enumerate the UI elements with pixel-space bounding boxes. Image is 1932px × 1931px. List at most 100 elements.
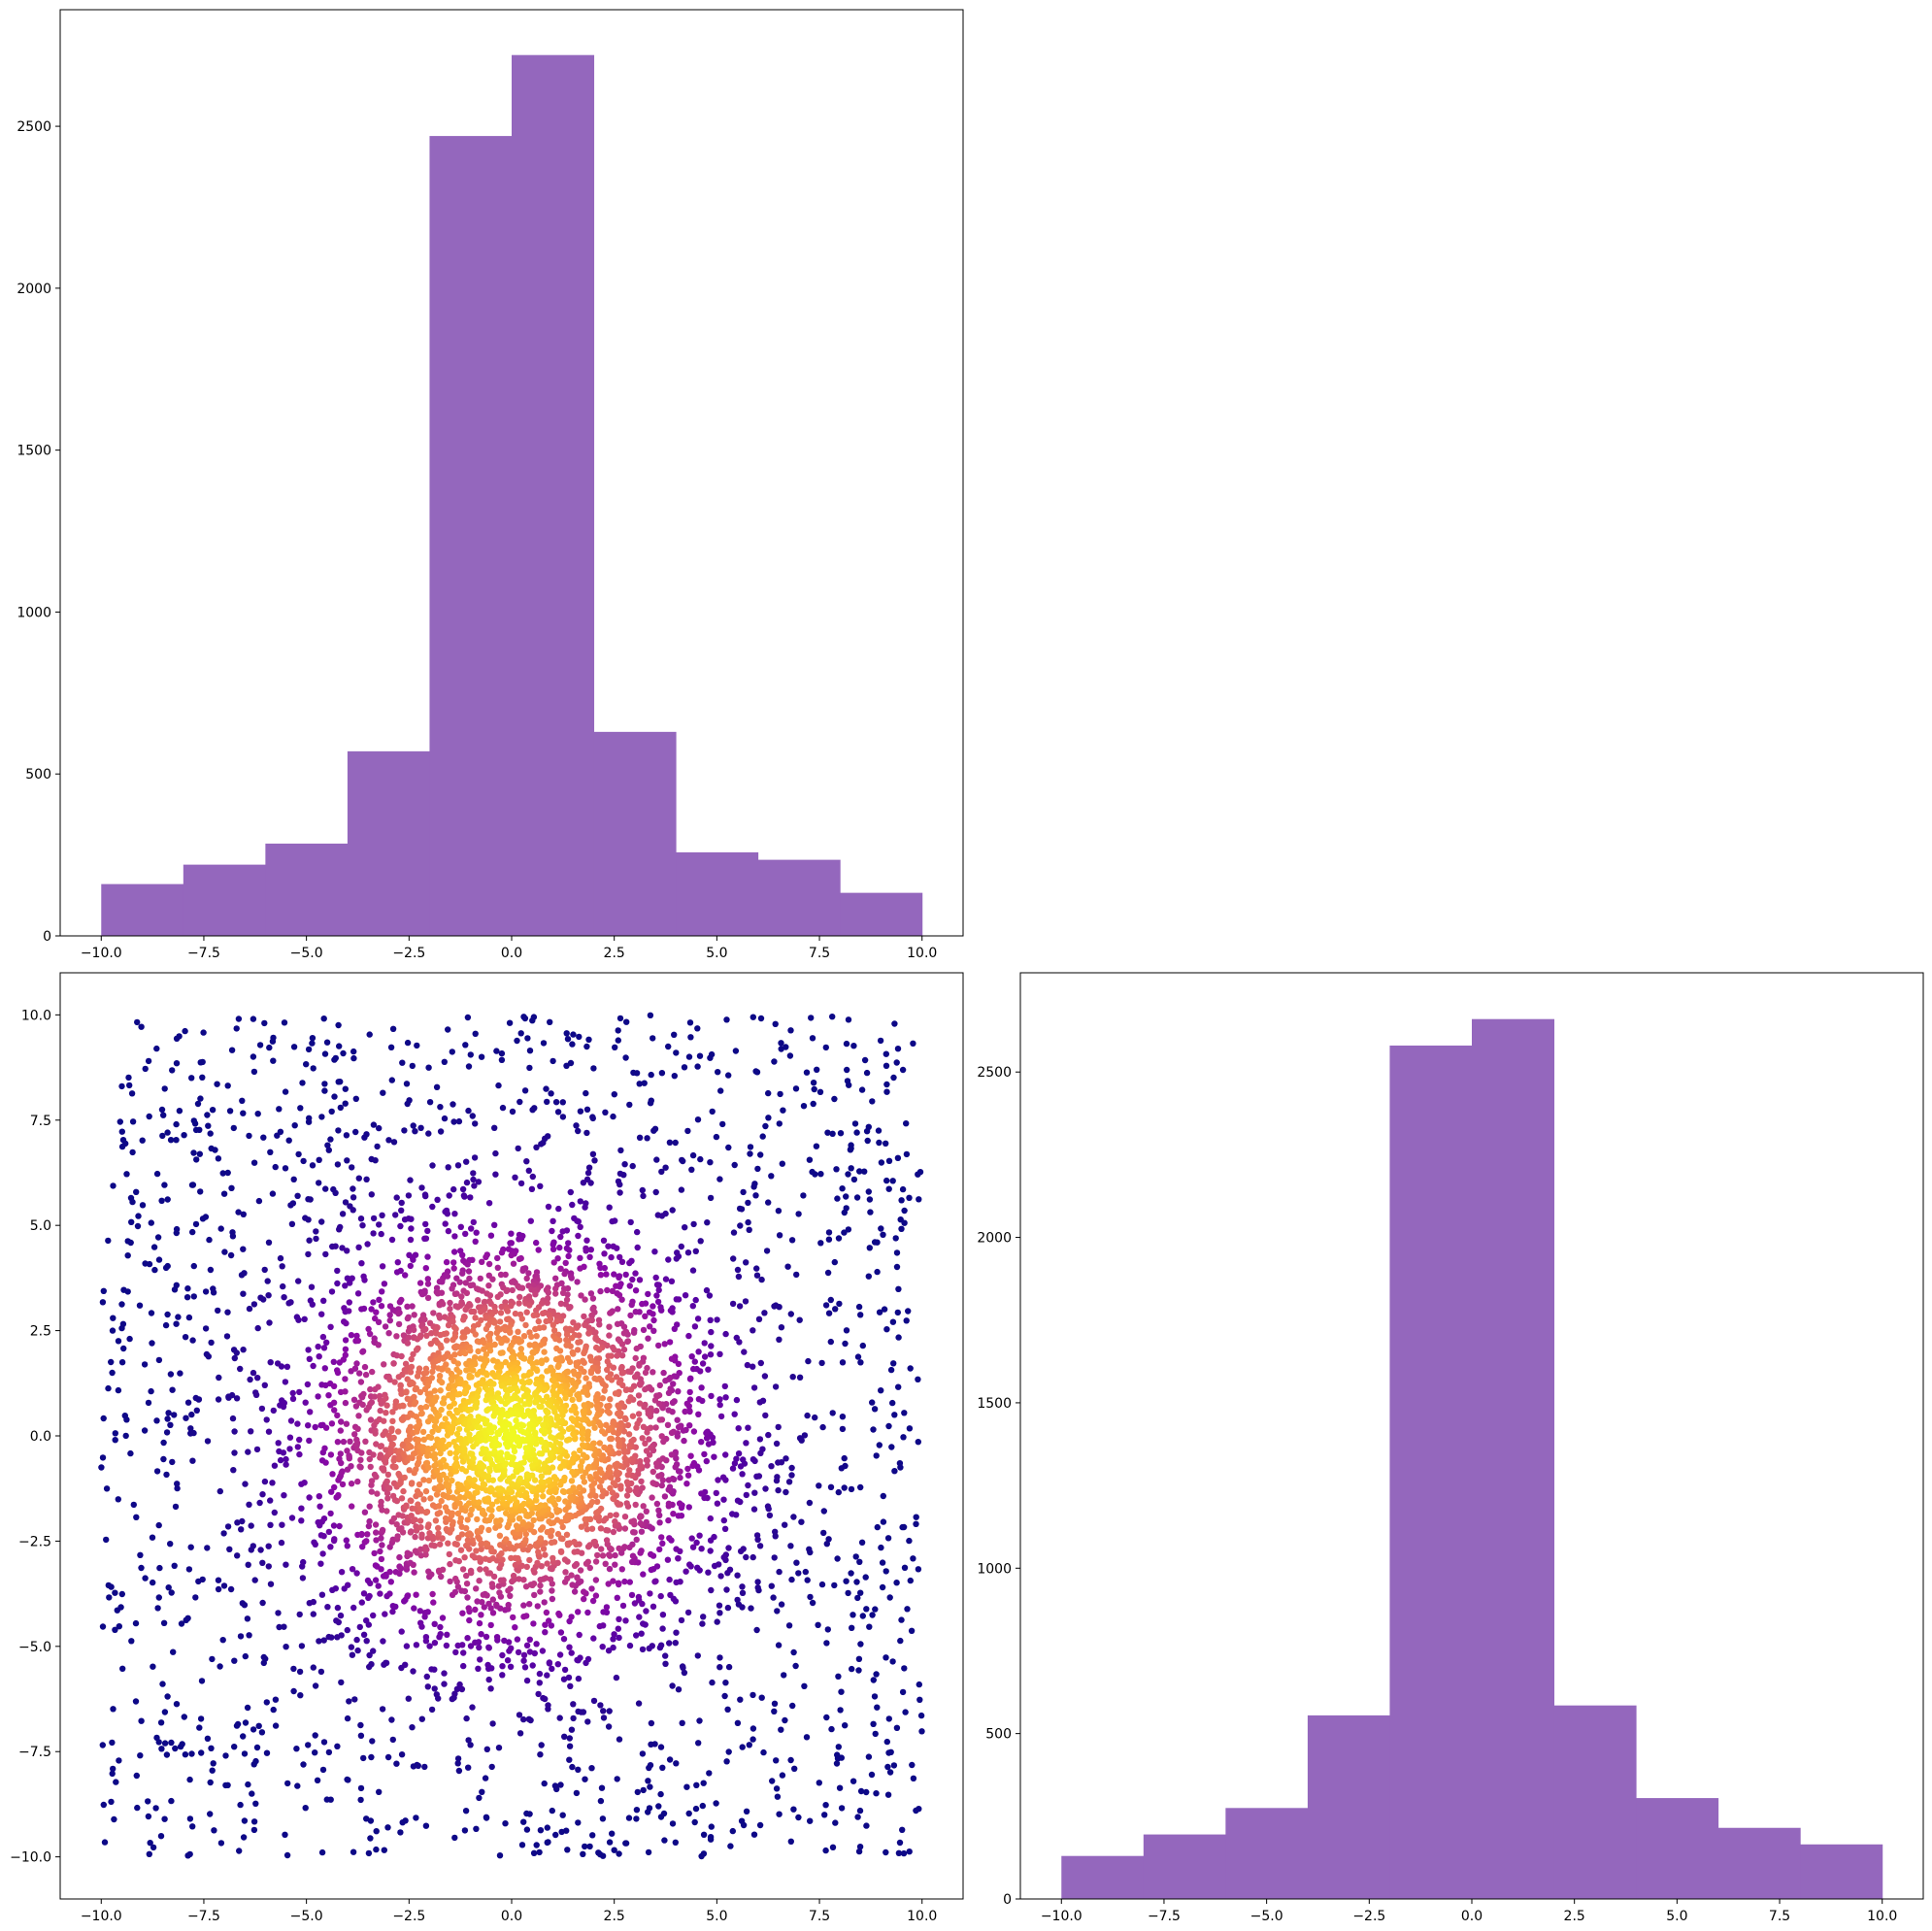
scatter-point [790, 1806, 797, 1813]
scatter-point [409, 1480, 416, 1486]
scatter-point [473, 1585, 480, 1592]
scatter-point [540, 1493, 547, 1500]
scatter-point [126, 1335, 133, 1343]
scatter-point [176, 1108, 183, 1115]
scatter-point [597, 1287, 604, 1295]
scatter-point [335, 1491, 342, 1499]
scatter-point [807, 1817, 814, 1824]
scatter-point [633, 1345, 640, 1352]
scatter-point [481, 1346, 487, 1352]
scatter-point [160, 1455, 167, 1463]
scatter-point [325, 1528, 333, 1536]
scatter-point [507, 1663, 515, 1671]
scatter-point [666, 1756, 674, 1763]
scatter-point [128, 1090, 136, 1097]
scatter-point [438, 1497, 445, 1505]
scatter-point [199, 1074, 206, 1082]
scatter-point [680, 1427, 687, 1434]
scatter-point [581, 1349, 587, 1357]
scatter-point [524, 1035, 531, 1042]
scatter-point [771, 1708, 778, 1715]
scatter-point [216, 1374, 222, 1382]
scatter-point [749, 1736, 756, 1743]
scatter-point [681, 1064, 688, 1071]
scatter-point [747, 1144, 754, 1150]
scatter-point [516, 1730, 524, 1737]
scatter-point [605, 1581, 612, 1587]
scatter-point [303, 1061, 310, 1068]
scatter-point [695, 1396, 703, 1403]
scatter-point [631, 1600, 639, 1607]
scatter-point [120, 1345, 127, 1352]
scatter-point [477, 1656, 483, 1663]
scatter-point [414, 1042, 420, 1049]
scatter-point [759, 1133, 766, 1140]
scatter-point [872, 1730, 879, 1738]
scatter-point [622, 1617, 629, 1624]
scatter-point [570, 1701, 577, 1708]
scatter-point [634, 1228, 641, 1236]
scatter-point [146, 1113, 152, 1120]
scatter-point [438, 1573, 445, 1581]
scatter-point [387, 1044, 395, 1051]
scatter-point [242, 1481, 249, 1487]
scatter-point [552, 1831, 559, 1839]
scatter-point [297, 1692, 304, 1699]
scatter-point [483, 1633, 490, 1641]
scatter-point [573, 1122, 580, 1129]
scatter-point [845, 1171, 851, 1178]
scatter-point [431, 1387, 438, 1394]
scatter-point [615, 1580, 622, 1586]
scatter-point [370, 1451, 377, 1458]
scatter-point [669, 1207, 676, 1214]
scatter-point [160, 1619, 168, 1627]
scatter-point [353, 1360, 360, 1367]
scatter-point [713, 1133, 720, 1141]
scatter-point [258, 1405, 266, 1413]
scatter-point [455, 1425, 463, 1433]
scatter-point [595, 1849, 602, 1856]
scatter-point [857, 1589, 864, 1596]
scatter-point [447, 1560, 453, 1568]
scatter-point [776, 1120, 783, 1127]
scatter-point [465, 1500, 473, 1507]
scatter-point [803, 1069, 811, 1076]
scatter-point [865, 1753, 873, 1760]
scatter-point [310, 1362, 316, 1370]
scatter-point [112, 1430, 119, 1437]
scatter-point [625, 1814, 633, 1821]
scatter-point [435, 1426, 442, 1434]
scatter-point [153, 1170, 161, 1178]
scatter-point [897, 1216, 904, 1223]
scatter-point [564, 1540, 571, 1548]
scatter-point [716, 1176, 723, 1182]
scatter-point [99, 1299, 107, 1306]
scatter-point [478, 1612, 484, 1618]
scatter-point [402, 1661, 409, 1669]
scatter-point [904, 1606, 911, 1613]
scatter-point [735, 1273, 743, 1281]
scatter-point [464, 1516, 471, 1523]
scatter-point [552, 1335, 559, 1343]
scatter-point [327, 1796, 334, 1803]
scatter-point [607, 1512, 614, 1519]
scatter-point [841, 1484, 848, 1491]
scatter-point [544, 1299, 550, 1307]
scatter-point [308, 1283, 316, 1290]
scatter-point [309, 1035, 316, 1042]
scatter-point [228, 1047, 236, 1053]
scatter-point [320, 1533, 327, 1540]
top-histogram-y-tick-label: 1500 [17, 444, 51, 459]
scatter-point [328, 1288, 336, 1295]
scatter-point [170, 1648, 177, 1655]
scatter-point [344, 1448, 350, 1454]
scatter-point [162, 1321, 170, 1329]
scatter-point [862, 1574, 869, 1581]
scatter-point [281, 1294, 287, 1301]
scatter-point [576, 1033, 583, 1041]
scatter-point [339, 1211, 347, 1217]
scatter-point [597, 1525, 605, 1532]
scatter-point [334, 1369, 342, 1377]
scatter-point [491, 1221, 498, 1229]
scatter-point [599, 1380, 606, 1387]
